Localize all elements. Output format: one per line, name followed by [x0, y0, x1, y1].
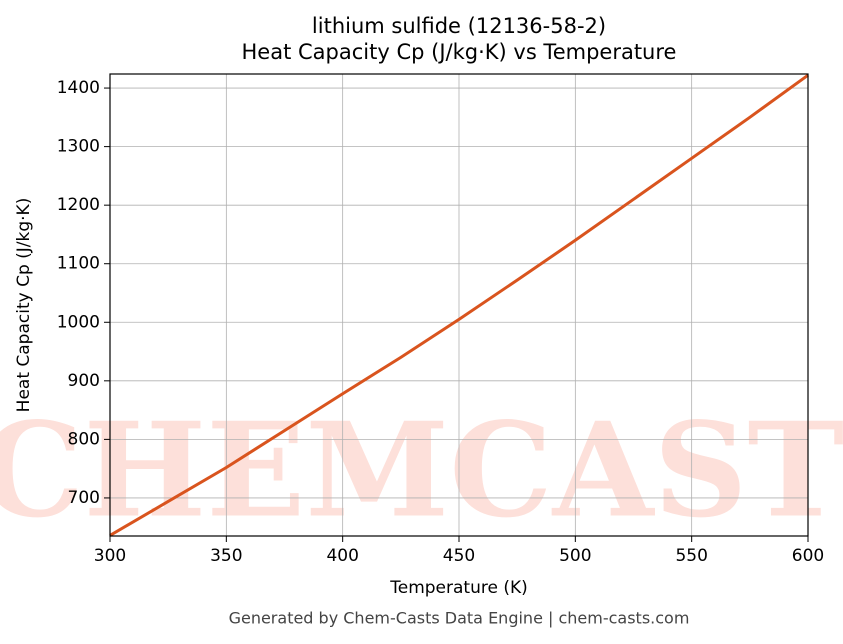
x-tick-label: 300: [94, 546, 126, 566]
x-tick-label: 550: [675, 546, 707, 566]
watermark: CHEMCASTS: [0, 394, 843, 547]
footer: Generated by Chem-Casts Data Engine | ch…: [229, 609, 690, 628]
x-tick-label: 450: [443, 546, 475, 566]
y-tick-label: 1200: [57, 195, 100, 215]
x-tick-label: 600: [792, 546, 824, 566]
y-tick-label: 1300: [57, 137, 100, 157]
y-tick-label: 1000: [57, 312, 100, 332]
plot-frame: [109, 73, 809, 537]
x-axis-label: Temperature (K): [389, 578, 528, 598]
y-tick-label: 700: [68, 488, 100, 508]
x-tick-label: 350: [210, 546, 242, 566]
x-tick-label: 400: [326, 546, 358, 566]
data-line: [109, 73, 809, 537]
chart-subtitle: Heat Capacity Cp (J/kg·K) vs Temperature: [242, 40, 677, 64]
y-axis-label: Heat Capacity Cp (J/kg·K): [14, 198, 34, 413]
y-tick-label: 1100: [57, 254, 100, 274]
y-tick-label: 1400: [57, 78, 100, 98]
x-tick-label: 500: [559, 546, 591, 566]
y-tick-label: 900: [68, 371, 100, 391]
chart-title: lithium sulfide (12136-58-2): [312, 14, 606, 38]
y-tick-label: 800: [68, 429, 100, 449]
